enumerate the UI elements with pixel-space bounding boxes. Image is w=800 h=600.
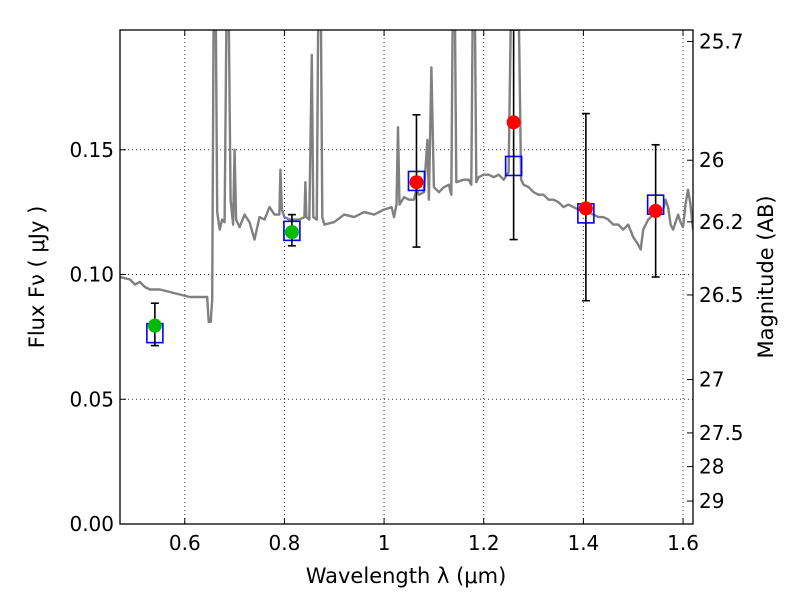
spectrum-line: [120, 30, 693, 324]
mag-tick-label: 27.5: [699, 421, 744, 445]
x-tick-label: 1: [378, 531, 391, 555]
photometry-point: [409, 175, 424, 190]
y-tick-label: 0.00: [69, 512, 114, 536]
x-tick-label: 0.8: [269, 531, 301, 555]
x-tick-label: 0.6: [169, 531, 201, 555]
mag-tick-label: 27: [699, 368, 724, 392]
y-tick-label: 0.15: [69, 138, 114, 162]
y-tick-label: 0.10: [69, 263, 114, 287]
mag-tick-label: 26.2: [699, 210, 744, 234]
mag-tick-label: 28: [699, 455, 724, 479]
x-axis-label: Wavelength λ (μm): [306, 564, 507, 588]
x-tick-label: 1.6: [667, 531, 699, 555]
grid: [120, 30, 693, 524]
mag-tick-label: 26.5: [699, 283, 744, 307]
photometry-point: [578, 201, 593, 216]
mag-tick-label: 25.7: [699, 29, 744, 53]
y-axis-label: Flux Fν ( μJy ): [25, 206, 49, 349]
mag-tick-label: 29: [699, 489, 724, 513]
plot-frame: [119, 29, 694, 525]
y-axis-right-label: Magnitude (AB): [754, 195, 778, 358]
photometry-point: [147, 318, 162, 333]
photometry-point: [284, 225, 299, 240]
plot-area: [120, 30, 693, 347]
photometry-point: [648, 203, 663, 218]
axes-ticks: 0.6 0.8 1 1.2 1.4 1.6 0.00 0.05 0.10 0.15 25.7 26 26…: [69, 29, 743, 555]
photometry-point: [506, 115, 521, 130]
mag-tick-label: 26: [699, 148, 724, 172]
x-tick-label: 1.2: [468, 531, 500, 555]
x-tick-label: 1.4: [567, 531, 599, 555]
y-tick-label: 0.05: [69, 387, 114, 411]
